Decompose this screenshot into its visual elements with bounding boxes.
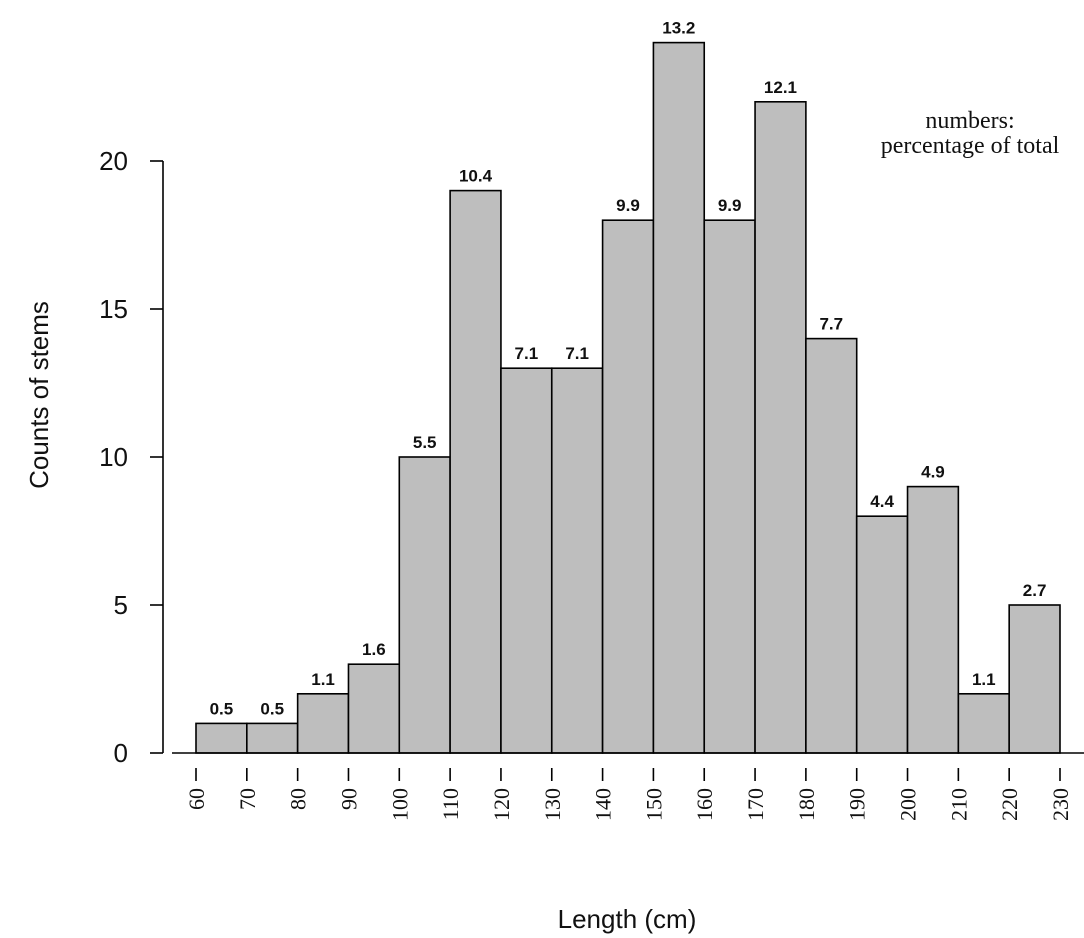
x-tick-label: 200 [896, 788, 921, 821]
bar [550, 367, 604, 754]
bar [855, 515, 909, 754]
y-tick-label: 0 [114, 738, 128, 768]
bar [957, 692, 1010, 754]
x-tick-label: 170 [743, 788, 768, 821]
annotation-line-1: numbers: [925, 108, 1014, 134]
x-axis-label: Length (cm) [558, 904, 697, 934]
x-tick-label: 130 [540, 788, 565, 821]
bar-data-label: 1.6 [362, 640, 386, 659]
y-tick-label: 10 [99, 442, 128, 472]
x-tick-label: 60 [184, 788, 209, 810]
bar [906, 485, 960, 754]
bar [246, 722, 299, 754]
bar-data-label: 5.5 [413, 433, 437, 452]
x-tick-label: 80 [286, 788, 311, 810]
bar [601, 219, 655, 754]
x-tick-label: 190 [845, 788, 870, 821]
bar [754, 101, 807, 754]
annotation-line-2: percentage of total [881, 133, 1060, 159]
bar-data-label: 2.7 [1023, 581, 1047, 600]
y-tick-label: 15 [99, 294, 128, 324]
bars-group [195, 41, 1061, 754]
bar-data-label: 1.1 [972, 670, 996, 689]
bar-data-label: 13.2 [662, 19, 695, 38]
bar [449, 189, 502, 754]
bar [398, 456, 451, 754]
bar [652, 41, 706, 754]
bar [195, 722, 248, 754]
bar-data-label: 7.1 [565, 344, 589, 363]
x-tick-label: 180 [794, 788, 819, 821]
bar [1008, 604, 1061, 754]
y-axis-label: Counts of stems [24, 301, 54, 489]
x-tick-label: 70 [235, 788, 260, 810]
x-tick-label: 120 [489, 788, 514, 821]
y-tick-label: 20 [99, 146, 128, 176]
y-tick-label: 5 [114, 590, 128, 620]
x-tick-label: 210 [946, 788, 971, 821]
bar-data-label: 0.5 [210, 699, 234, 718]
bar-data-label: 1.1 [311, 670, 335, 689]
bar [805, 337, 858, 754]
bar-data-label: 4.4 [870, 492, 894, 511]
x-tick-label: 230 [1048, 788, 1073, 821]
bar-data-label: 7.7 [819, 315, 843, 334]
bar [500, 367, 553, 754]
bar-data-label: 7.1 [515, 344, 539, 363]
x-tick-label: 160 [692, 788, 717, 821]
x-tick-label: 90 [336, 788, 361, 810]
bar-data-label: 12.1 [764, 78, 797, 97]
bar-data-label: 4.9 [921, 463, 945, 482]
bar-data-label: 9.9 [616, 196, 640, 215]
x-tick-label: 140 [591, 788, 616, 821]
x-tick-label: 150 [641, 788, 666, 821]
bar-labels-group: 0.5 0.5 1.1 1.6 5.5 10.4 7.1 7.1 9.9 13.2 9.9 12.1 7… [210, 19, 1047, 719]
bar-data-label: 9.9 [718, 196, 742, 215]
bar [347, 663, 401, 754]
y-axis: 0 5 10 15 20 [99, 146, 164, 768]
bar [296, 692, 350, 754]
x-tick-label: 100 [387, 788, 412, 821]
bar-data-label: 10.4 [459, 167, 493, 186]
x-tick-label: 110 [438, 788, 463, 820]
x-axis: 60 70 80 90 100 110 120 130 140 150 160 170 180 190 20… [172, 752, 1084, 821]
bar [703, 219, 756, 754]
bar-data-label: 0.5 [260, 699, 284, 718]
x-tick-label: 220 [997, 788, 1022, 821]
